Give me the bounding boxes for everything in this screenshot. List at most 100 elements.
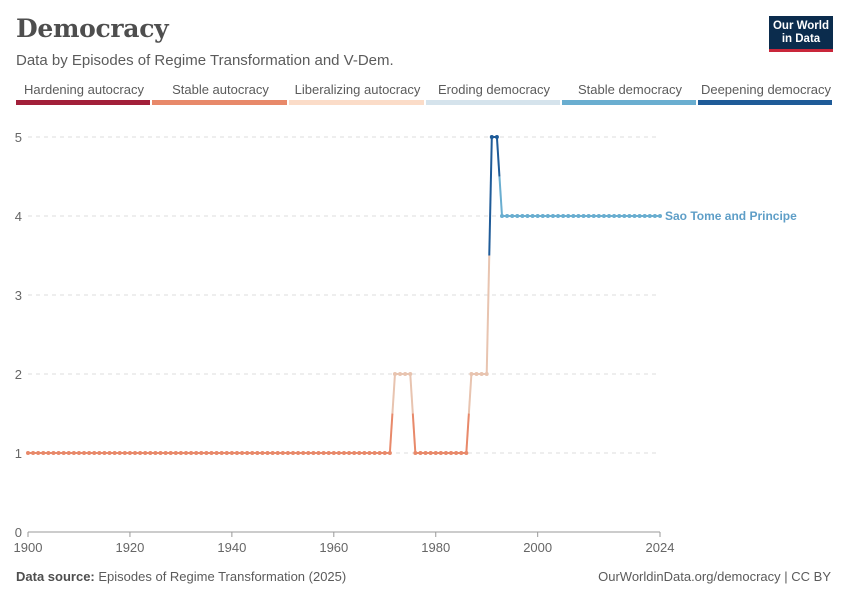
data-point [112, 451, 117, 455]
data-point [240, 451, 245, 455]
data-point [331, 451, 336, 455]
data-point [199, 451, 204, 455]
y-tick-label: 0 [15, 525, 22, 540]
owid-logo[interactable]: Our World in Data [769, 16, 833, 52]
legend-swatch [562, 100, 696, 105]
data-point [438, 451, 443, 455]
transition-connector [391, 373, 396, 414]
logo-line-2: in Data [781, 32, 821, 45]
data-point [576, 214, 581, 218]
legend-label: Hardening autocracy [24, 82, 144, 97]
data-point [178, 451, 183, 455]
data-point [398, 372, 403, 376]
data-point [127, 451, 132, 455]
data-point [403, 372, 408, 376]
legend-swatch [289, 100, 424, 105]
data-point [474, 372, 479, 376]
data-source-label: Data source: [16, 569, 95, 584]
legend-swatch [426, 100, 560, 105]
data-point [540, 214, 545, 218]
legend-swatch [698, 100, 832, 105]
data-point [148, 451, 153, 455]
transition-connector [411, 413, 417, 454]
data-point [428, 451, 433, 455]
data-point [658, 214, 662, 218]
legend-item-hardening-autocracy[interactable]: Hardening autocracy [16, 82, 152, 105]
data-point [418, 451, 423, 455]
data-point [316, 451, 321, 455]
transition-connector [498, 176, 503, 217]
data-point [627, 214, 632, 218]
data-point [596, 214, 601, 218]
data-point [209, 451, 214, 455]
data-point [280, 451, 285, 455]
data-point [500, 214, 504, 218]
data-point [652, 214, 657, 218]
x-tick-label: 1960 [319, 540, 348, 555]
data-point [260, 451, 265, 455]
data-point [153, 451, 158, 455]
data-point [617, 214, 622, 218]
data-point [372, 451, 377, 455]
data-point [194, 451, 199, 455]
legend-swatch [16, 100, 150, 105]
data-point [46, 451, 51, 455]
data-point [97, 451, 102, 455]
data-point [571, 214, 576, 218]
data-point [133, 451, 138, 455]
data-point [291, 451, 296, 455]
chart-subtitle: Data by Episodes of Regime Transformatio… [16, 52, 394, 69]
x-tick-label: 1920 [115, 540, 144, 555]
x-tick-label: 2000 [523, 540, 552, 555]
data-point [270, 451, 275, 455]
legend-item-stable-autocracy[interactable]: Stable autocracy [152, 82, 289, 105]
legend-item-deepening-democracy[interactable]: Deepening democracy [698, 82, 834, 105]
data-point [382, 451, 387, 455]
data-point [632, 214, 637, 218]
data-point [255, 451, 260, 455]
y-tick-label: 5 [15, 130, 22, 145]
legend-label: Deepening democracy [700, 82, 832, 97]
data-point [122, 451, 127, 455]
legend-swatch [152, 100, 287, 105]
y-tick-label: 1 [15, 446, 22, 461]
legend-item-liberalizing-autocracy[interactable]: Liberalizing autocracy [289, 82, 426, 105]
data-point [362, 451, 367, 455]
x-tick-label: 1900 [14, 540, 43, 555]
data-point [612, 214, 617, 218]
chart-title: Democracy [16, 14, 169, 43]
data-point [642, 214, 647, 218]
y-tick-label: 4 [15, 209, 22, 224]
legend-item-eroding-democracy[interactable]: Eroding democracy [426, 82, 562, 105]
data-point [173, 451, 178, 455]
credit-link[interactable]: OurWorldinData.org/democracy | CC BY [598, 569, 831, 584]
data-point [87, 451, 92, 455]
data-point [637, 214, 642, 218]
legend-item-stable-democracy[interactable]: Stable democracy [562, 82, 698, 105]
data-point [525, 214, 530, 218]
data-point [102, 451, 107, 455]
data-point [296, 451, 301, 455]
data-point [423, 451, 428, 455]
data-point [607, 214, 612, 218]
data-point [479, 372, 484, 376]
transition-connector [485, 255, 491, 375]
transition-connector [495, 136, 501, 177]
data-point [510, 214, 515, 218]
data-point [561, 214, 566, 218]
data-point [285, 451, 290, 455]
legend: Hardening autocracy Stable autocracy Lib… [16, 82, 834, 105]
data-point [76, 451, 81, 455]
data-point [245, 451, 250, 455]
data-point [367, 451, 372, 455]
data-point [184, 451, 188, 455]
data-point [56, 451, 61, 455]
data-point [433, 451, 438, 455]
data-point [505, 214, 510, 218]
data-source-text: Episodes of Regime Transformation (2025) [98, 569, 347, 584]
data-point [489, 135, 494, 139]
data-point [204, 451, 209, 455]
data-point [26, 451, 30, 455]
data-point [82, 451, 87, 455]
